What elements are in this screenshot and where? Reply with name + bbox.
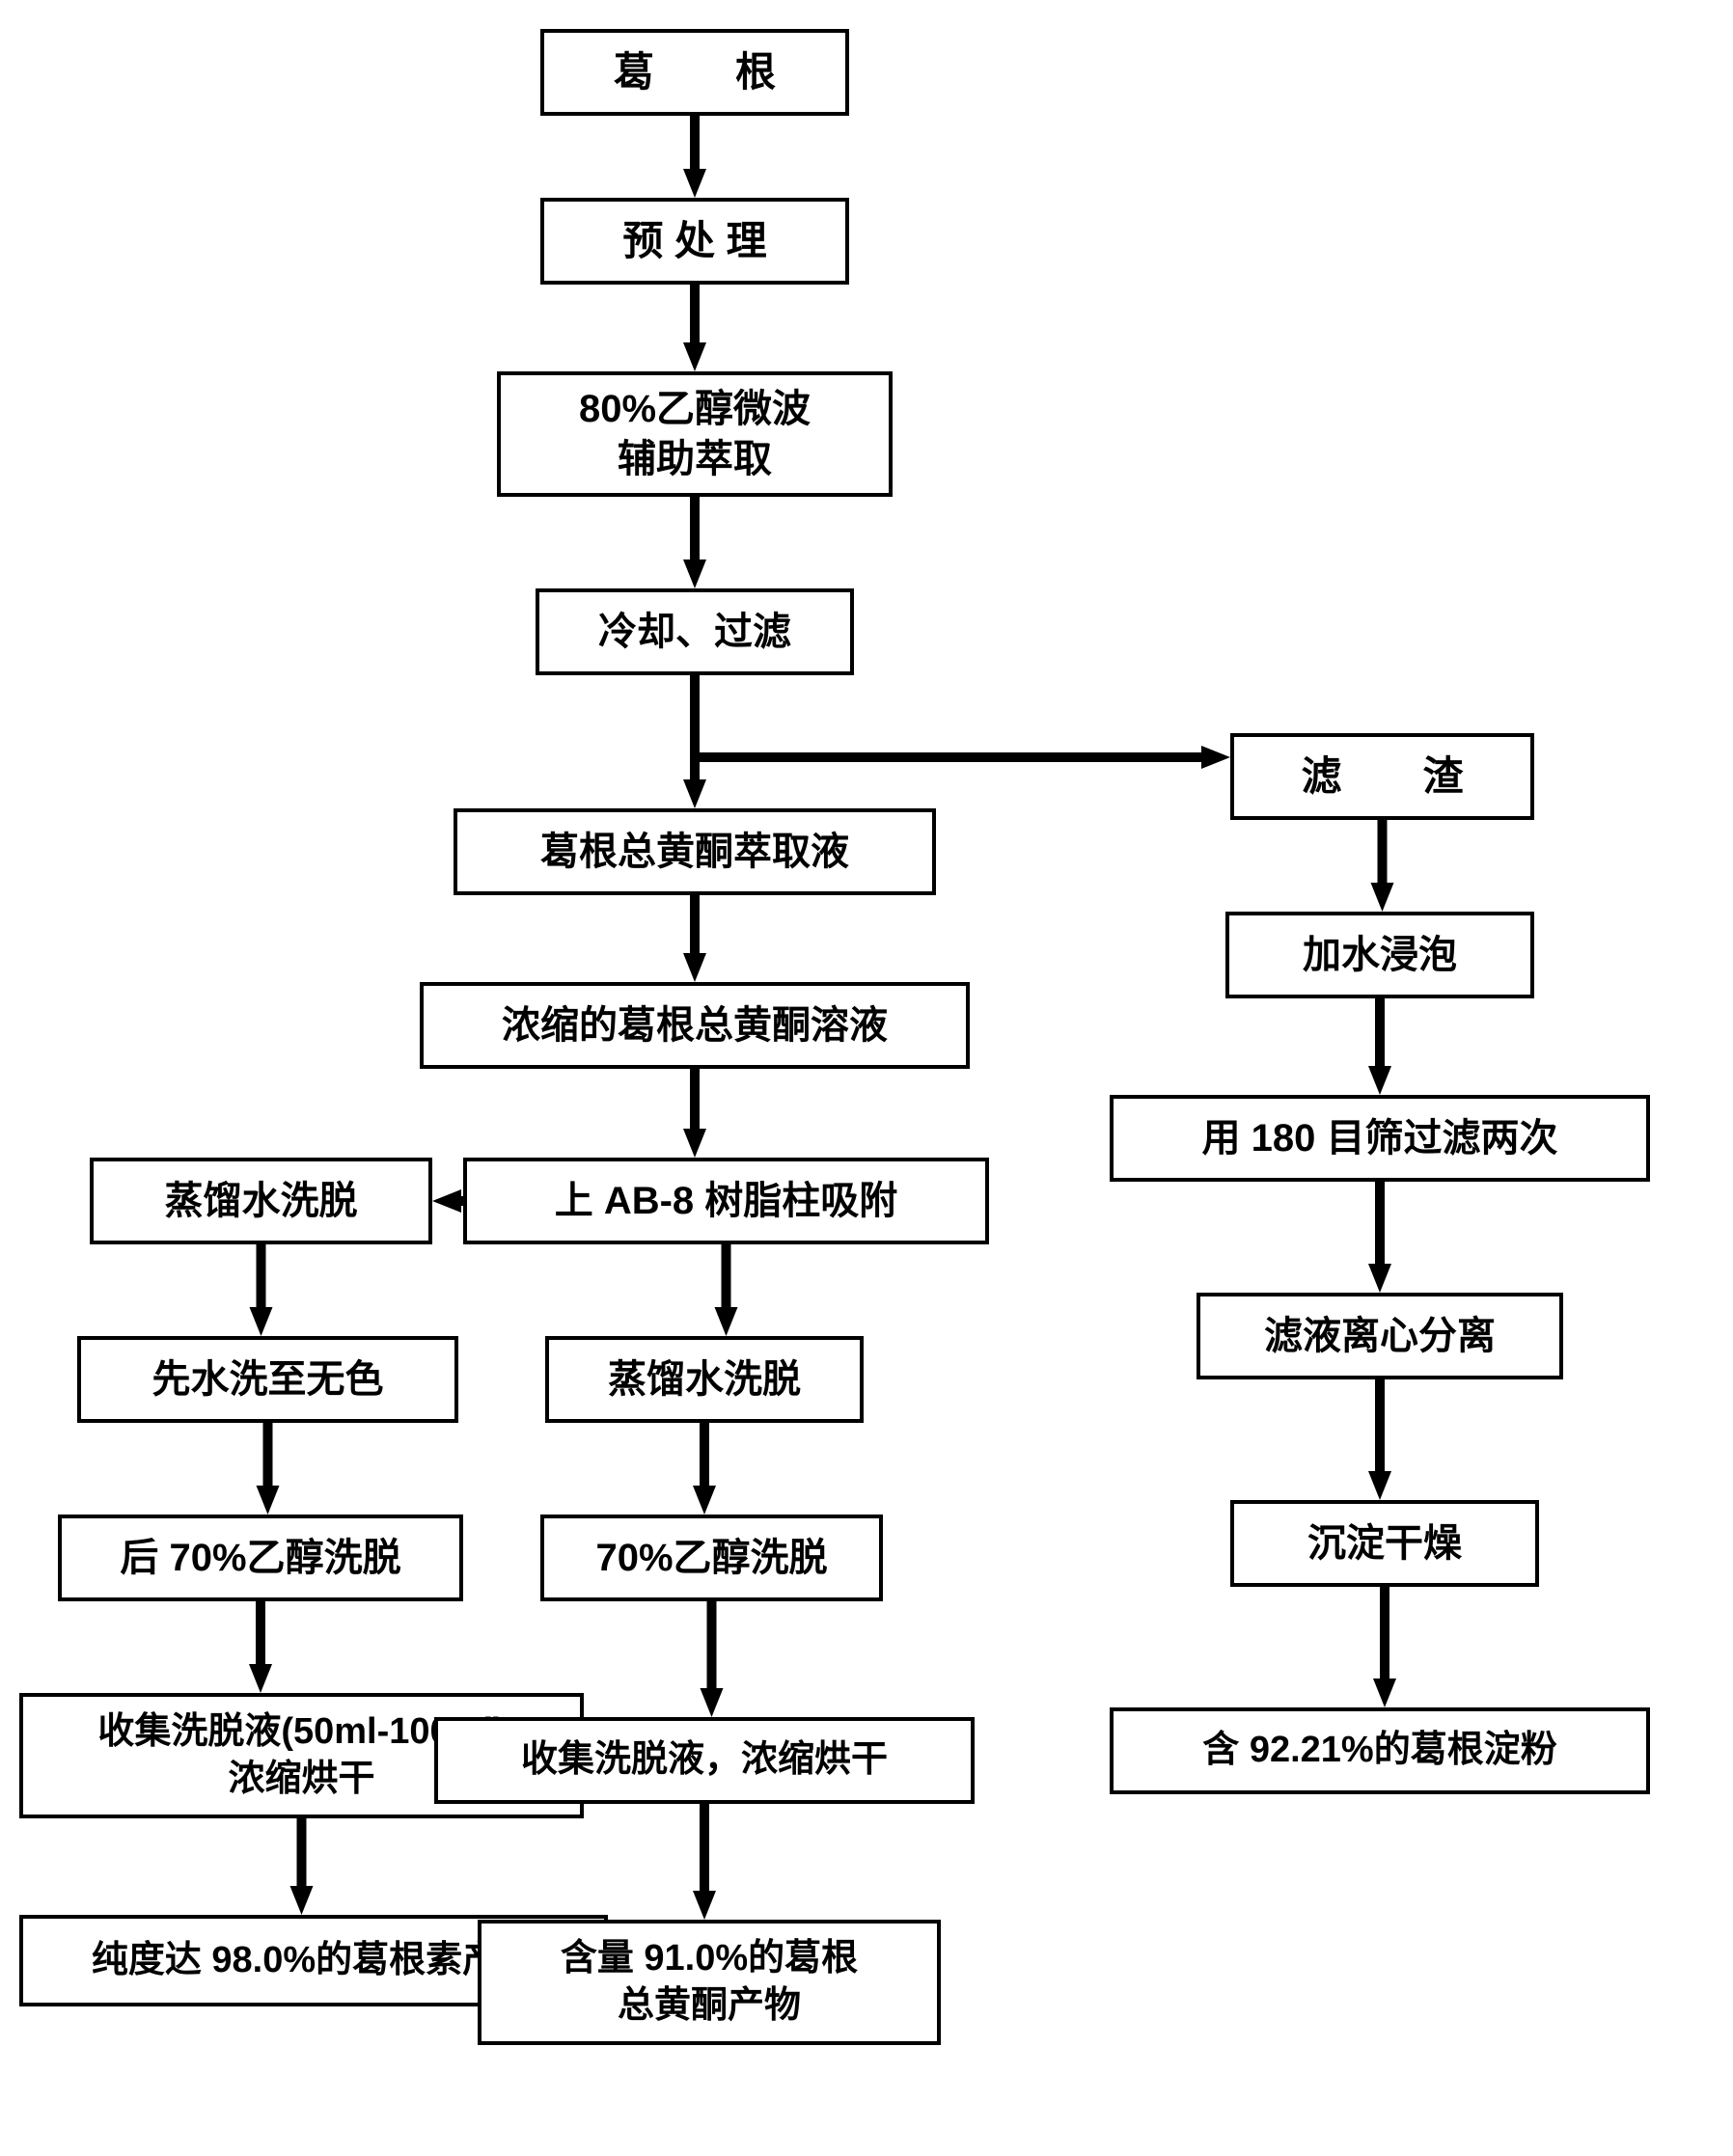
flowchart-node-n16: 70%乙醇洗脱 — [540, 1515, 883, 1601]
flowchart-node-n17: 沉淀干燥 — [1230, 1500, 1539, 1587]
flowchart-node-n12: 先水洗至无色 — [77, 1336, 458, 1423]
flowchart-node-n6: 葛根总黄酮萃取液 — [454, 808, 936, 895]
flowchart-node-n9: 用 180 目筛过滤两次 — [1110, 1095, 1650, 1182]
flowchart-node-n20: 含 92.21%的葛根淀粉 — [1110, 1707, 1650, 1794]
flowchart-node-n1: 葛 根 — [540, 29, 849, 116]
flowchart-node-n22: 含量 91.0%的葛根总黄酮产物 — [478, 1920, 941, 2045]
flowchart-node-n14: 滤液离心分离 — [1197, 1293, 1563, 1379]
flowchart-node-n13: 蒸馏水洗脱 — [545, 1336, 864, 1423]
flowchart-node-n7: 加水浸泡 — [1225, 912, 1534, 998]
flowchart-node-n19: 收集洗脱液，浓缩烘干 — [434, 1717, 975, 1804]
flowchart-node-n2: 预 处 理 — [540, 198, 849, 285]
flowchart-node-n4: 冷却、过滤 — [536, 588, 854, 675]
flowchart-node-n5: 滤 渣 — [1230, 733, 1534, 820]
flowchart-node-n3: 80%乙醇微波辅助萃取 — [497, 371, 893, 497]
flowchart-node-n10: 蒸馏水洗脱 — [90, 1158, 432, 1244]
flowchart-node-n8: 浓缩的葛根总黄酮溶液 — [420, 982, 970, 1069]
flowchart-node-n15: 后 70%乙醇洗脱 — [58, 1515, 463, 1601]
flowchart-arrows — [0, 0, 1733, 2156]
flowchart-node-n11: 上 AB-8 树脂柱吸附 — [463, 1158, 989, 1244]
